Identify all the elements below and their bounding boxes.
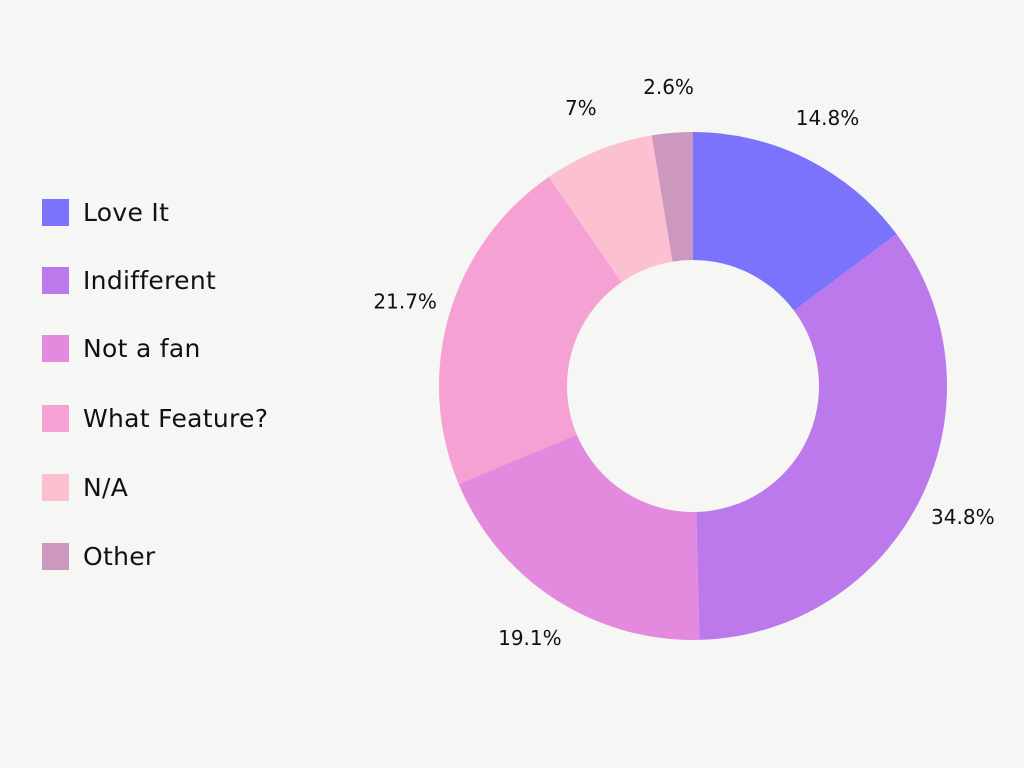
- legend-swatch: [42, 198, 69, 226]
- data-label-what-feature: 21.7%: [373, 289, 437, 313]
- slice-indifferent: [696, 234, 948, 640]
- data-label-love-it: 14.8%: [796, 106, 860, 130]
- legend-swatch: [42, 473, 69, 501]
- legend-label: Indifferent: [83, 265, 217, 295]
- legend-label: What Feature?: [83, 403, 269, 433]
- legend-item-love-it: Love It: [42, 197, 170, 227]
- legend-label: N/A: [83, 472, 129, 502]
- legend-swatch: [42, 334, 69, 362]
- data-label-other: 2.6%: [643, 75, 694, 99]
- legend-item-indifferent: Indifferent: [42, 265, 217, 295]
- legend-item-other: Other: [42, 541, 156, 571]
- donut-slices: [438, 132, 948, 640]
- data-label-n-a: 7%: [565, 96, 597, 120]
- chart-legend: Love It Indifferent Not a fan What Featu…: [42, 0, 362, 768]
- data-label-not-a-fan: 19.1%: [498, 626, 562, 650]
- slice-love-it: [693, 132, 897, 311]
- slice-n-a: [548, 135, 673, 283]
- data-label-indifferent: 34.8%: [931, 505, 995, 529]
- legend-item-what-feature: What Feature?: [42, 403, 269, 433]
- legend-item-na: N/A: [42, 472, 129, 502]
- slice-not-a-fan: [458, 434, 700, 640]
- slice-other: [651, 132, 693, 262]
- slice-what-feature: [438, 176, 622, 484]
- slice-labels: 14.8% 34.8% 19.1% 21.7% 7% 2.6%: [373, 75, 994, 650]
- legend-swatch: [42, 266, 69, 294]
- legend-item-not-a-fan: Not a fan: [42, 333, 201, 363]
- legend-swatch: [42, 404, 69, 432]
- legend-label: Other: [83, 541, 156, 571]
- legend-swatch: [42, 542, 69, 570]
- legend-label: Not a fan: [83, 333, 201, 363]
- legend-label: Love It: [83, 197, 170, 227]
